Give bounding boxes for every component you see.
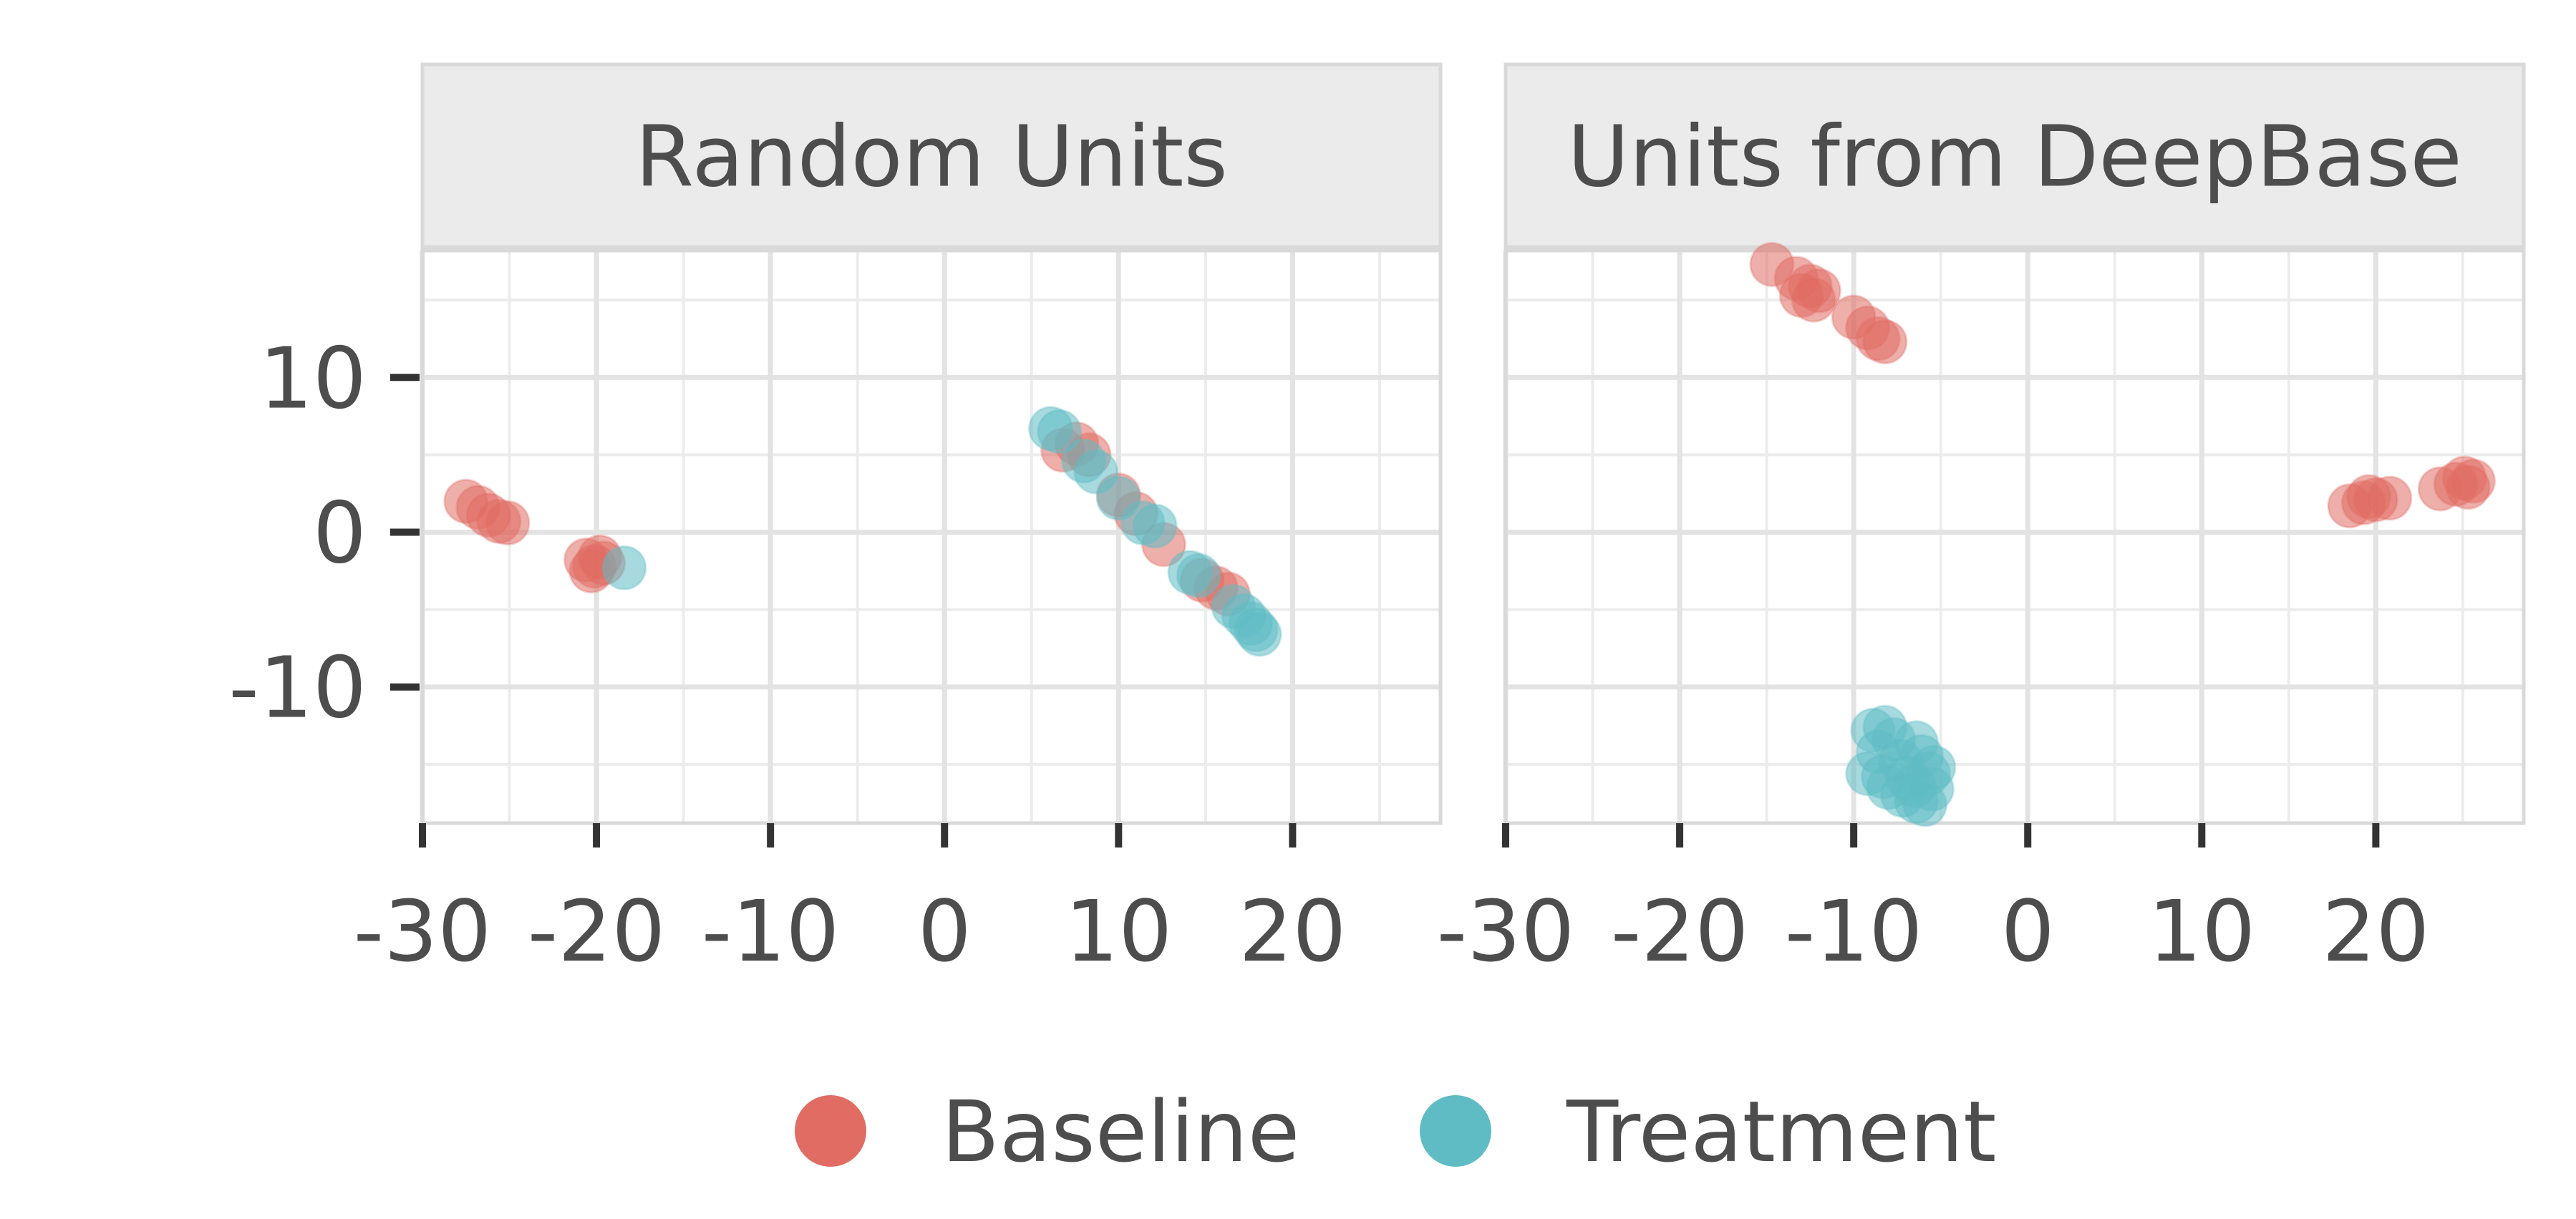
- x-tick-label: 20: [1239, 882, 1346, 981]
- point-baseline: [2346, 474, 2392, 520]
- plot-background: [422, 251, 1440, 823]
- x-tick-label: 0: [918, 882, 972, 981]
- point-treatment: [1236, 611, 1282, 657]
- panel-strip: [420, 62, 1443, 249]
- panel-1: Random Units -30 -20 -10 0 10 20: [354, 62, 1443, 981]
- legend-item-treatment: Treatment: [1420, 1082, 1996, 1181]
- point-baseline: [1862, 319, 1908, 365]
- panel-title: Random Units: [635, 107, 1228, 206]
- legend: Baseline Treatment: [795, 1082, 1996, 1181]
- panel-title: Units from DeepBase: [1567, 107, 2462, 206]
- point-baseline: [485, 500, 531, 546]
- plot-border: [1504, 248, 2526, 825]
- y-tick-label: -10: [228, 638, 367, 737]
- plot-background: [1506, 251, 2524, 823]
- x-axis: -30 -20 -10 0 10 20: [354, 823, 1346, 981]
- point-treatment: [1902, 782, 1948, 827]
- panel-strip: [1504, 62, 2526, 249]
- point-treatment: [1132, 503, 1178, 549]
- data-points: [443, 406, 1282, 657]
- point-treatment: [601, 545, 647, 591]
- legend-label: Baseline: [941, 1082, 1299, 1181]
- y-axis: 10 0 -10: [228, 329, 420, 737]
- x-tick-label: -30: [1437, 882, 1575, 981]
- x-tick-label: -30: [354, 882, 492, 981]
- x-tick-label: 20: [2322, 882, 2429, 981]
- x-tick-label: -10: [1785, 882, 1923, 981]
- x-tick-label: -20: [528, 882, 666, 981]
- y-tick-label: 10: [259, 329, 367, 427]
- plot-border: [420, 248, 1443, 825]
- point-treatment: [1176, 553, 1221, 598]
- legend-item-baseline: Baseline: [795, 1082, 1299, 1181]
- x-tick-label: 10: [2148, 882, 2255, 981]
- data-points: [1749, 241, 2497, 827]
- x-axis: -30 -20 -10 0 10 20: [1437, 823, 2429, 981]
- legend-label: Treatment: [1566, 1082, 1996, 1181]
- grid-lines: [420, 251, 1440, 823]
- point-treatment: [1037, 409, 1083, 455]
- x-tick-label: 10: [1065, 882, 1172, 981]
- point-baseline: [2445, 465, 2491, 510]
- panel-2: Units from DeepBase -30 -20 -10 0 10 20: [1437, 62, 2526, 981]
- x-tick-label: 0: [2001, 882, 2055, 981]
- y-tick-label: 0: [313, 484, 367, 583]
- point-baseline: [1791, 277, 1836, 323]
- x-tick-label: -20: [1611, 882, 1749, 981]
- x-tick-label: -10: [702, 882, 840, 981]
- legend-marker: [795, 1095, 866, 1167]
- legend-marker: [1420, 1095, 1491, 1167]
